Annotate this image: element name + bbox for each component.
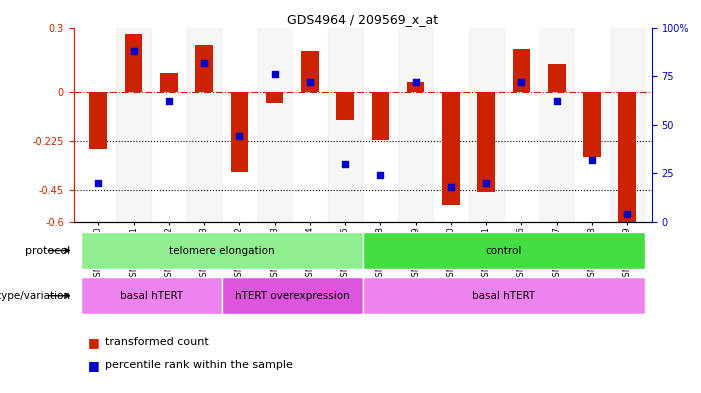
Point	[304, 79, 315, 85]
Bar	[610, 28, 645, 222]
Bar	[512, 49, 530, 92]
Point	[445, 184, 456, 190]
Bar	[116, 28, 151, 222]
Point	[551, 98, 562, 105]
Bar	[407, 81, 425, 92]
Point	[93, 180, 104, 186]
Bar	[266, 92, 283, 103]
Point	[586, 157, 597, 163]
Text: basal hTERT: basal hTERT	[120, 291, 183, 301]
Text: genotype/variation: genotype/variation	[0, 291, 70, 301]
Bar	[81, 232, 363, 269]
Point	[481, 180, 492, 186]
Text: basal hTERT: basal hTERT	[472, 291, 536, 301]
Text: percentile rank within the sample: percentile rank within the sample	[105, 360, 293, 370]
Bar	[539, 28, 574, 222]
Bar	[468, 28, 504, 222]
Bar	[583, 92, 601, 157]
Bar	[301, 51, 319, 92]
Bar	[363, 277, 645, 314]
Bar	[336, 92, 354, 120]
Text: ■: ■	[88, 336, 100, 349]
Point	[163, 98, 175, 105]
Bar	[160, 73, 177, 92]
Text: ■: ■	[88, 359, 100, 372]
Bar	[442, 92, 460, 205]
Text: control: control	[486, 246, 522, 255]
Point	[410, 79, 421, 85]
Bar	[363, 232, 645, 269]
Bar	[186, 28, 222, 222]
Bar	[196, 45, 213, 92]
Bar	[125, 34, 142, 92]
Bar	[257, 28, 292, 222]
Bar	[548, 64, 566, 92]
Point	[233, 133, 245, 140]
Text: telomere elongation: telomere elongation	[169, 246, 275, 255]
Bar	[231, 92, 248, 172]
Bar	[222, 277, 363, 314]
Bar	[372, 92, 389, 140]
Point	[516, 79, 527, 85]
Point	[269, 71, 280, 77]
Point	[198, 59, 210, 66]
Bar	[327, 28, 363, 222]
Bar	[398, 28, 433, 222]
Bar	[477, 92, 495, 192]
Text: transformed count: transformed count	[105, 338, 209, 347]
Title: GDS4964 / 209569_x_at: GDS4964 / 209569_x_at	[287, 13, 438, 26]
Point	[375, 172, 386, 178]
Bar	[81, 277, 222, 314]
Bar	[618, 92, 636, 222]
Text: protocol: protocol	[25, 246, 70, 255]
Text: hTERT overexpression: hTERT overexpression	[235, 291, 350, 301]
Point	[128, 48, 139, 54]
Point	[622, 211, 633, 217]
Bar	[90, 92, 107, 149]
Point	[339, 160, 350, 167]
